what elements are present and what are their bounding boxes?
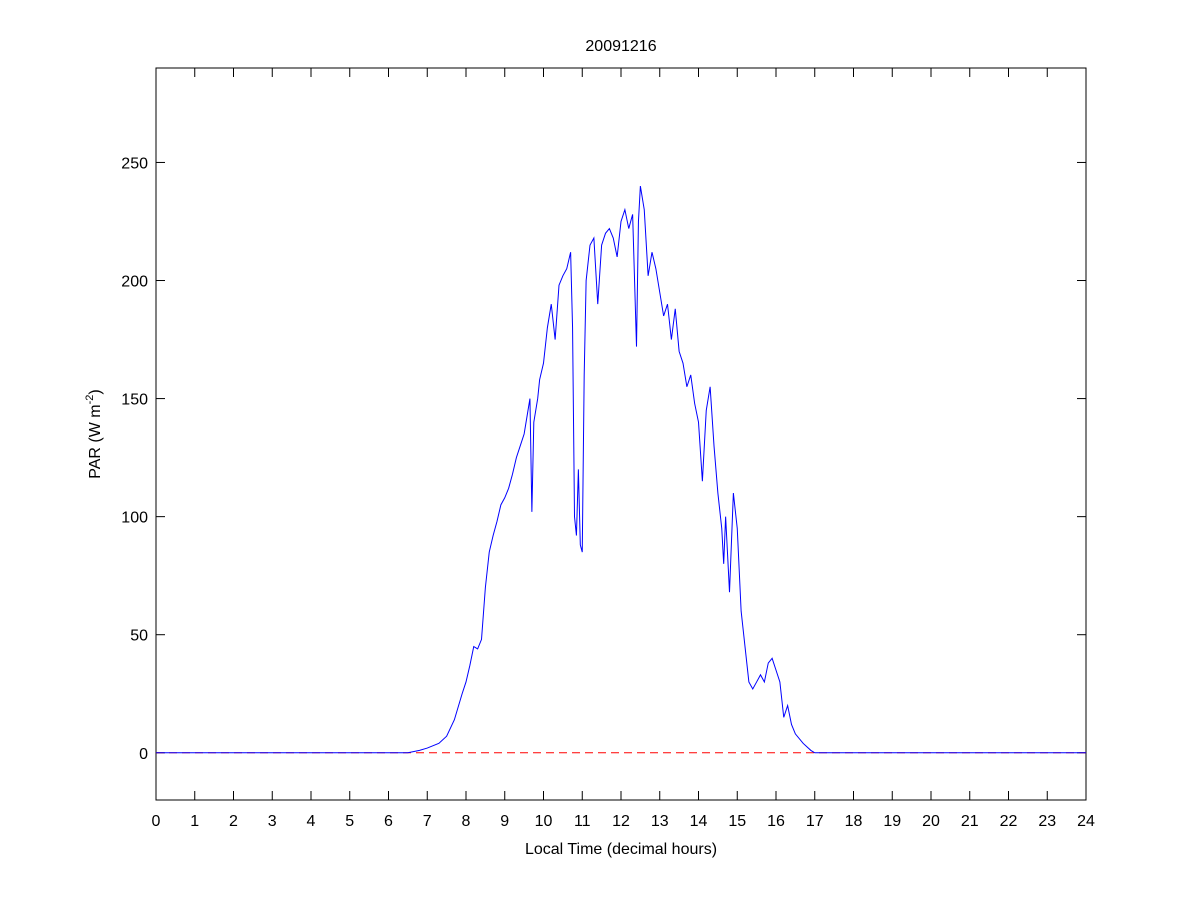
x-tick-label: 10 [535,813,553,830]
x-tick-label: 15 [728,813,746,830]
x-tick-label: 18 [845,813,863,830]
x-tick-label: 12 [612,813,630,830]
x-tick-label: 11 [574,813,591,830]
x-tick-label: 5 [345,813,354,830]
x-tick-label: 2 [229,813,238,830]
x-tick-label: 22 [1000,813,1018,830]
x-tick-label: 24 [1077,813,1095,830]
y-tick-label: 150 [121,392,148,409]
chart-title: 20091216 [585,38,656,55]
x-tick-label: 0 [152,813,161,830]
x-tick-label: 17 [806,813,824,830]
y-axis-label-sup: -2 [84,395,96,405]
x-tick-label: 1 [190,813,199,830]
data-line [156,185,1086,754]
y-tick-label: 50 [130,628,148,645]
x-tick-label: 4 [307,813,316,830]
x-tick-label: 21 [961,813,979,830]
x-tick-label: 9 [500,813,509,830]
x-tick-label: 23 [1038,813,1056,830]
x-tick-label: 7 [423,813,432,830]
x-tick-label: 8 [462,813,471,830]
x-tick-label: 6 [384,813,393,830]
y-axis-label-part: PAR (W m [87,404,104,478]
y-axis-label-part: ) [87,389,104,394]
x-tick-label: 20 [922,813,940,830]
plot-box [155,67,1087,801]
y-tick-label: 200 [121,274,148,291]
x-tick-label: 3 [268,813,277,830]
x-tick-label: 13 [651,813,669,830]
y-tick-label: 250 [121,155,148,172]
y-tick-label: 0 [139,746,148,763]
x-axis-label: Local Time (decimal hours) [525,841,717,858]
x-tick-label: 19 [883,813,901,830]
y-tick-label: 100 [121,510,148,527]
y-axis-label: PAR (W m-2) [84,389,104,478]
x-tick-label: 14 [690,813,708,830]
x-tick-label: 16 [767,813,785,830]
